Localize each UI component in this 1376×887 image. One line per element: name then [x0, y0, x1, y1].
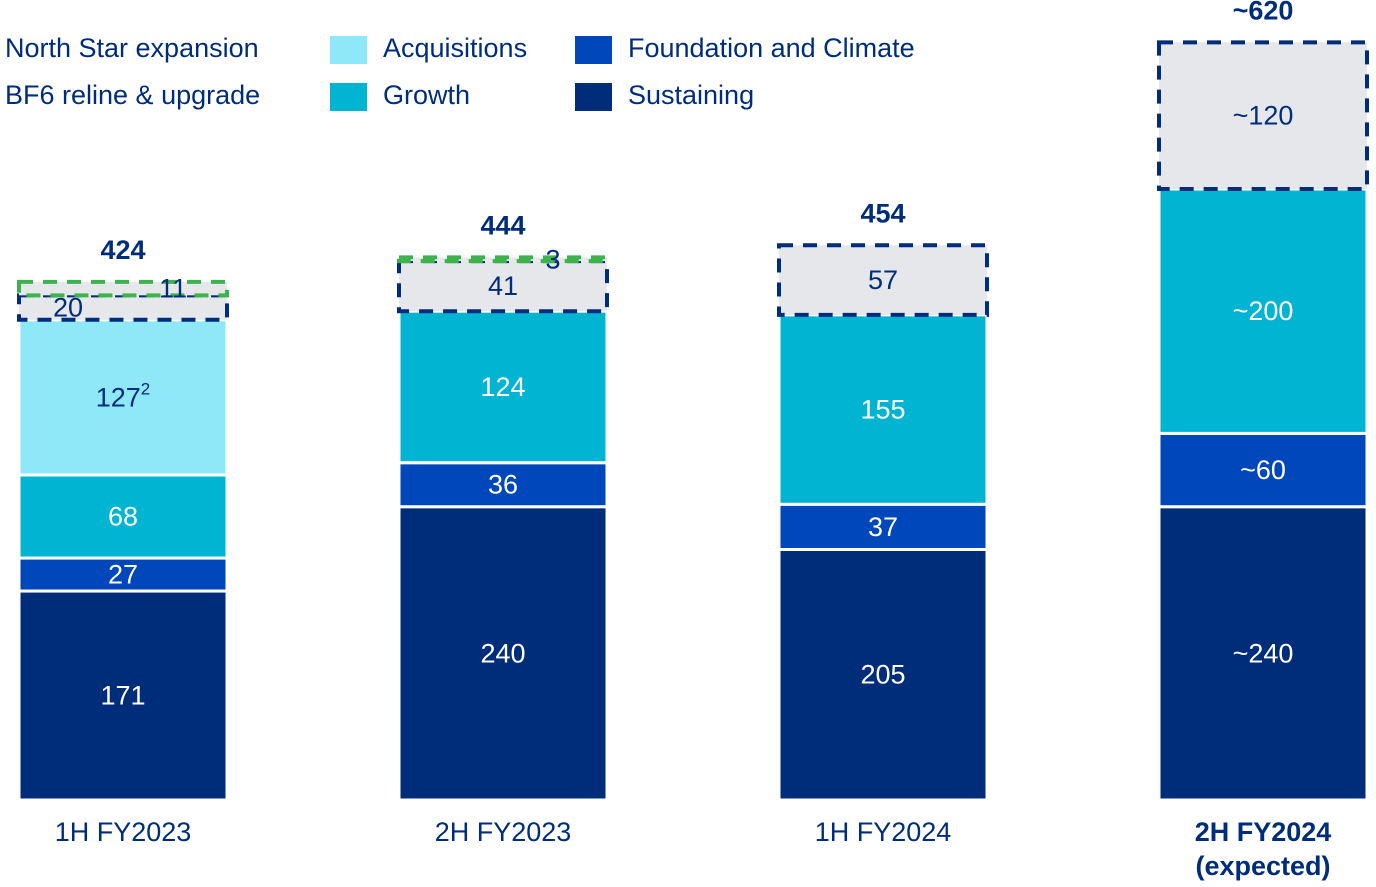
legend-swatch [330, 36, 367, 64]
value-label: 240 [480, 638, 525, 668]
bar-segment [1157, 40, 1369, 191]
x-tick-label: 2H FY2024 (expected) [1194, 817, 1332, 881]
value-label: 124 [480, 372, 525, 402]
bar-segment [1157, 187, 1369, 435]
total-label: ~620 [1233, 0, 1294, 25]
legend-label: BF6 reline & upgrade [5, 80, 260, 110]
bar-segment [17, 293, 229, 322]
x-tick-label-box: 1H FY2023 [54, 817, 192, 847]
bar-segment [17, 589, 229, 802]
value-label-text: 3 [545, 244, 560, 274]
value-label: 57 [868, 265, 898, 295]
bar-segment [777, 547, 989, 802]
total-label: 424 [100, 235, 145, 265]
value-label-text: ~240 [1233, 638, 1294, 668]
bar-segment [397, 505, 609, 802]
value-label-text: 57 [868, 265, 898, 295]
value-label: 41 [488, 271, 518, 301]
x-tick-label-box: 2H FY2024 (expected) [1194, 817, 1332, 881]
legend-label: Sustaining [628, 80, 754, 110]
bar-segment [777, 243, 989, 317]
value-label: 1272 [96, 380, 151, 413]
x-tick-label: 1H FY2024 [814, 817, 952, 847]
x-tick-label-box: 2H FY2023 [434, 817, 572, 847]
bar-segment [777, 502, 989, 551]
value-label-text: 155 [860, 395, 905, 425]
legend-swatch [575, 36, 612, 64]
value-label-text: ~200 [1233, 296, 1294, 326]
value-label: 155 [860, 395, 905, 425]
value-label-text: 41 [488, 271, 518, 301]
value-label: 37 [868, 512, 898, 542]
value-label: 3 [545, 244, 560, 274]
bar-segment [397, 255, 609, 264]
legend-swatch [330, 83, 367, 111]
value-label-text: 240 [480, 638, 525, 668]
value-label: 68 [108, 502, 138, 532]
value-label: 36 [488, 470, 518, 500]
footnote-mark: 2 [141, 380, 150, 399]
value-label: 171 [100, 681, 145, 711]
value-label-text: 171 [100, 681, 145, 711]
bar-segment [17, 318, 229, 477]
x-tick-label: 2H FY2023 [434, 817, 572, 847]
bar-segment [17, 279, 229, 298]
value-label: 11 [159, 274, 187, 304]
value-label-text: 27 [108, 560, 138, 590]
value-label: ~200 [1233, 296, 1294, 326]
value-label: ~60 [1240, 455, 1286, 485]
total-label: 444 [480, 211, 525, 241]
value-label-text: 127 [96, 382, 141, 412]
value-label-text: 205 [860, 660, 905, 690]
value-label-text: ~60 [1240, 455, 1286, 485]
legend-label: Growth [383, 80, 470, 110]
value-label-text: ~120 [1233, 101, 1294, 131]
bar-segment [1157, 505, 1369, 802]
total-label: 454 [860, 198, 905, 228]
value-label-text: 36 [488, 470, 518, 500]
value-label: ~120 [1233, 101, 1294, 131]
legend-label: Acquisitions [383, 33, 527, 63]
value-label: 205 [860, 660, 905, 690]
legend-label: Foundation and Climate [628, 33, 915, 63]
value-label: 27 [108, 560, 138, 590]
bar-segment [397, 461, 609, 509]
bar-segment [397, 309, 609, 465]
x-tick-label-box: 1H FY2024 [814, 817, 952, 847]
bar-segment [777, 313, 989, 506]
bar-segment [1157, 431, 1369, 509]
x-tick-label: 1H FY2023 [54, 817, 192, 847]
value-label-text: 11 [159, 274, 187, 304]
legend-swatch [575, 83, 612, 111]
bar-segment [17, 556, 229, 593]
value-label-text: 124 [480, 372, 525, 402]
value-label-text: 68 [108, 502, 138, 532]
value-label: 20 [53, 293, 83, 323]
value-label-text: 37 [868, 512, 898, 542]
legend-label: North Star expansion [5, 33, 259, 63]
bar-segment [397, 259, 609, 314]
value-label: ~240 [1233, 638, 1294, 668]
value-label-text: 20 [53, 293, 83, 323]
